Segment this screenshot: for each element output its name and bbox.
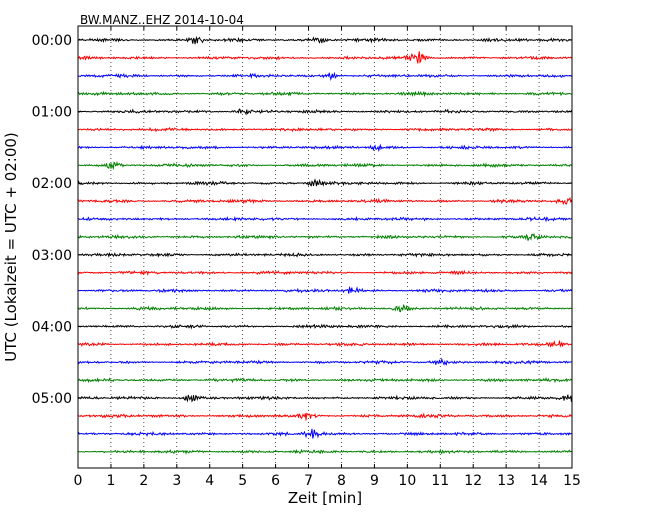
x-tick-label: 9 — [370, 473, 379, 489]
y-tick-label: 03:00 — [32, 248, 72, 264]
x-tick-label: 3 — [172, 473, 181, 489]
seismic-traces — [77, 35, 572, 455]
trace-line-10 — [77, 215, 572, 223]
y-tick-label: 01:00 — [32, 105, 72, 121]
x-axis-label: Zeit [min] — [288, 489, 362, 507]
plot-frame — [77, 25, 573, 469]
trace-line-6 — [77, 143, 572, 153]
trace-line-0 — [77, 35, 572, 45]
trace-line-15 — [77, 304, 572, 313]
y-tick-label: 02:00 — [32, 176, 72, 192]
grid-lines — [110, 26, 540, 468]
trace-line-8 — [77, 178, 572, 187]
trace-line-4 — [77, 108, 572, 116]
trace-line-18 — [77, 357, 572, 366]
trace-line-22 — [77, 428, 572, 439]
trace-line-21 — [77, 412, 572, 421]
trace-line-14 — [77, 285, 572, 294]
trace-line-11 — [77, 232, 572, 241]
x-tick-label: 13 — [497, 473, 515, 489]
chart-title: BW.MANZ..EHZ 2014-10-04 — [80, 13, 244, 27]
x-tick-label: 5 — [238, 473, 247, 489]
x-tick-label: 14 — [530, 473, 548, 489]
trace-line-13 — [77, 269, 572, 277]
trace-line-7 — [77, 160, 572, 171]
trace-line-17 — [77, 340, 572, 348]
x-tick-label: 2 — [139, 473, 148, 489]
axis-ticks: 0 1 2 3 4 5 6 7 8 9 10 11 12 13 14 1500:0001:0002:0003:… — [32, 26, 581, 489]
x-tick-label: 4 — [205, 473, 214, 489]
x-tick-label: 10 — [398, 473, 416, 489]
trace-line-20 — [77, 394, 572, 403]
trace-line-16 — [77, 323, 572, 330]
x-tick-label: 1 — [106, 473, 115, 489]
trace-line-5 — [77, 126, 572, 133]
trace-line-23 — [77, 448, 572, 455]
x-tick-label: 7 — [304, 473, 313, 489]
trace-line-1 — [77, 51, 572, 64]
trace-line-19 — [77, 377, 572, 384]
y-tick-label: 04:00 — [32, 319, 72, 335]
x-tick-label: 12 — [464, 473, 482, 489]
trace-line-9 — [77, 197, 572, 206]
x-tick-label: 11 — [431, 473, 449, 489]
x-tick-label: 15 — [563, 473, 581, 489]
x-tick-label: 0 — [74, 473, 83, 489]
x-tick-label: 6 — [271, 473, 280, 489]
y-tick-label: 00:00 — [32, 33, 72, 49]
trace-line-2 — [77, 71, 572, 82]
y-tick-label: 05:00 — [32, 391, 72, 407]
y-axis-label: UTC (Lokalzeit = UTC + 02:00) — [2, 132, 20, 362]
x-tick-label: 8 — [337, 473, 346, 489]
trace-line-3 — [77, 90, 572, 98]
trace-line-12 — [77, 251, 572, 258]
